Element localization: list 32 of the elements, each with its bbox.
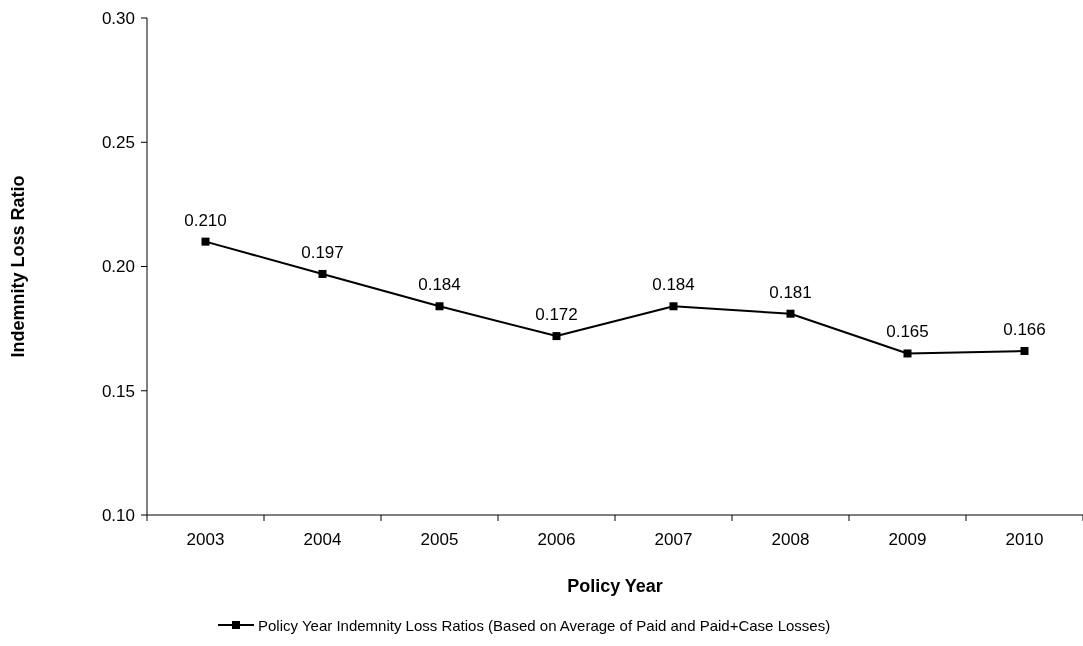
y-tick-label: 0.25	[101, 133, 135, 153]
x-tick-label: 2007	[654, 530, 693, 549]
point	[201, 237, 210, 246]
x-axis-title: Policy Year	[567, 576, 663, 596]
text: 0.181	[769, 282, 812, 302]
text: 0.165	[886, 322, 929, 342]
point	[552, 332, 561, 341]
text: 0.166	[1003, 319, 1046, 339]
x-tick-label: 2008	[771, 530, 810, 549]
text: 0.172	[535, 305, 578, 325]
legend-label: Policy Year Indemnity Loss Ratios (Based on Average of Paid and Paid+Case Losses)	[258, 617, 831, 634]
y-tick-label: 0.20	[101, 257, 135, 277]
point	[318, 269, 327, 278]
point	[786, 309, 795, 318]
x-tick-label: 2004	[303, 530, 342, 549]
x-tick-label: 2005	[420, 530, 459, 549]
y-axis-title: Indemnity Loss Ratio	[8, 175, 28, 358]
point	[903, 349, 912, 358]
y-tick-label: 0.15	[101, 381, 135, 401]
x-tick-label: 2003	[186, 530, 225, 549]
x-tick-label: 2006	[537, 530, 576, 549]
point	[435, 302, 444, 311]
text: 0.184	[418, 275, 461, 295]
y-tick-label: 0.10	[101, 505, 135, 525]
point	[669, 302, 678, 311]
point	[1020, 346, 1029, 355]
x-tick-label: 2010	[1005, 530, 1044, 549]
text: 0.210	[184, 210, 227, 230]
text: 0.197	[301, 242, 344, 262]
y-tick-label: 0.30	[101, 8, 135, 28]
x-tick-label: 2009	[888, 530, 927, 549]
text: 0.184	[652, 275, 695, 295]
